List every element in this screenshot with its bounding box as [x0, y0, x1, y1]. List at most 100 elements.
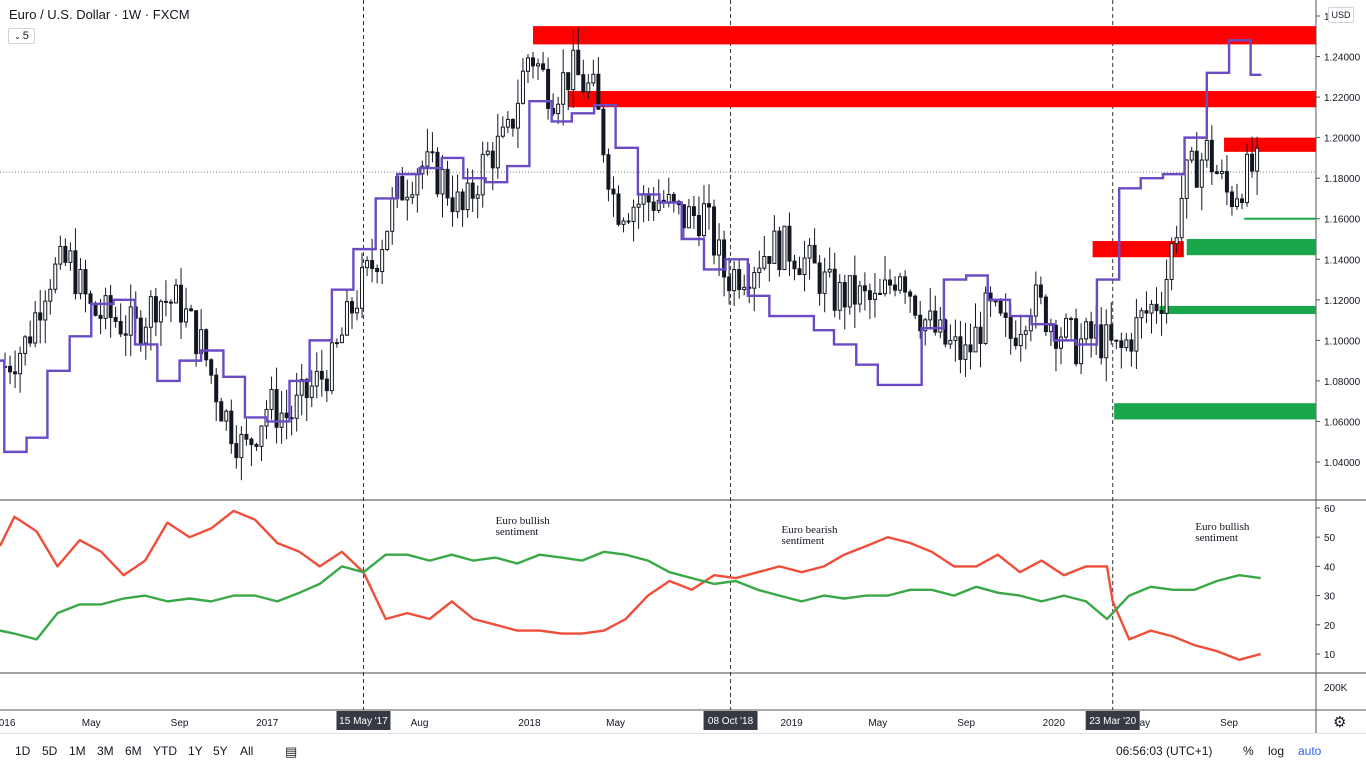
date-badge [703, 711, 758, 730]
candle-body [38, 312, 43, 321]
candle-body [500, 126, 505, 137]
timeframe-3m[interactable]: 3M [97, 744, 114, 758]
candle-body [239, 433, 244, 459]
candle-body [234, 443, 239, 459]
time-axis-label: 2017 [256, 718, 279, 729]
candle-body [390, 197, 395, 232]
candle-body [143, 326, 148, 344]
candle-body [651, 201, 656, 211]
timeframe-5y[interactable]: 5Y [213, 744, 228, 758]
bottom-toolbar: 1D 5D 1M 3M 6M YTD 1Y 5Y All ▤ 06:56:03 … [0, 733, 1366, 768]
price-tick-label: 1.20000 [1324, 134, 1361, 145]
candle-body [1069, 318, 1074, 321]
time-axis-label: May [82, 718, 101, 729]
candle-body [1033, 284, 1038, 317]
support-zone [1244, 217, 1316, 220]
clock-readout[interactable]: 06:56:03 (UTC+1) [1116, 744, 1213, 758]
candle-body [184, 308, 189, 323]
candle-body [480, 153, 485, 196]
candle-body [48, 288, 53, 302]
candle-body [797, 268, 802, 275]
candle-body [510, 118, 515, 129]
candle-body [626, 220, 631, 223]
candle-body [490, 150, 495, 169]
candle-body [158, 300, 163, 323]
candle-body [485, 150, 490, 155]
support-zone [1186, 239, 1316, 256]
candle-body [475, 194, 480, 199]
purple-line-layer [0, 39, 1262, 454]
candle-body [963, 344, 968, 360]
candle-body [908, 291, 913, 297]
candle-body [334, 342, 339, 345]
candle-body [324, 378, 329, 392]
gear-icon[interactable]: ⚙ [1333, 714, 1347, 731]
bearish-sentiment-line [0, 509, 1262, 661]
candle-body [1184, 159, 1189, 199]
candle-body [43, 300, 48, 321]
currency-badge[interactable]: USD [1328, 7, 1354, 23]
time-axis-label: Aug [411, 718, 429, 729]
timeframe-all[interactable]: All [240, 744, 254, 758]
resistance-zone [533, 26, 1316, 45]
candle-body [1214, 171, 1219, 174]
percent-toggle[interactable]: % [1243, 744, 1254, 758]
candle-body [872, 292, 877, 300]
candle-body [1013, 337, 1018, 347]
zones-layer [533, 26, 1316, 420]
timeframe-ytd[interactable]: YTD [153, 744, 177, 758]
auto-toggle[interactable]: auto [1298, 744, 1322, 758]
timeframe-1y[interactable]: 1Y [188, 744, 203, 758]
candle-body [742, 286, 747, 291]
timeframe-6m[interactable]: 6M [125, 744, 142, 758]
log-toggle[interactable]: log [1268, 744, 1285, 758]
candle-body [259, 425, 264, 447]
candle-body [520, 70, 525, 104]
candle-body [701, 203, 706, 237]
date-badge-label: 23 Mar '20 [1089, 716, 1136, 727]
candle-body [1139, 310, 1144, 319]
candle-body [1164, 278, 1169, 314]
candle-body [561, 72, 566, 105]
candle-body [138, 317, 143, 344]
candle-body [360, 267, 365, 309]
sentiment-tick-label: 40 [1324, 562, 1336, 573]
candle-body [299, 379, 304, 396]
candle-body [1038, 284, 1043, 298]
candle-body [93, 302, 98, 316]
candle-body [470, 182, 475, 199]
candle-body [400, 176, 405, 201]
candle-body [998, 300, 1003, 314]
candle-body [1043, 296, 1048, 333]
symbol-title[interactable]: Euro / U.S. Dollar · 1W · FXCM [9, 7, 190, 22]
candle-body [1129, 339, 1134, 352]
candle-body [792, 260, 797, 270]
price-tick-label: 1.16000 [1324, 215, 1361, 226]
indicator-toggle-button[interactable]: ⌄ 5 [8, 28, 35, 44]
candle-body [370, 260, 375, 269]
price-step-line [0, 39, 1262, 454]
axes-layer: 1.04000 1.06000 1.08000 1.10000 1.12000 1.140… [0, 12, 1361, 729]
candle-body [857, 285, 862, 305]
candle-body [903, 276, 908, 293]
candle-body [842, 282, 847, 308]
candle-body [938, 319, 943, 333]
candle-body [53, 263, 58, 290]
timeframe-1d[interactable]: 1D [15, 744, 31, 758]
timeframe-5d[interactable]: 5D [42, 744, 58, 758]
candle-body [772, 230, 777, 264]
timeframe-1m[interactable]: 1M [69, 744, 86, 758]
candle-body [918, 314, 923, 332]
candle-body [621, 220, 626, 225]
candle-body [440, 168, 445, 195]
candle-body [153, 296, 158, 323]
candle-body [973, 326, 978, 353]
calendar-range-icon[interactable]: ▤ [285, 744, 298, 759]
candle-body [23, 336, 28, 354]
sentiment-tick-label: 20 [1324, 621, 1336, 632]
candle-body [1058, 336, 1063, 349]
candle-body [983, 292, 988, 345]
candle-body [888, 279, 893, 286]
candle-body [349, 301, 354, 314]
candle-body [294, 394, 299, 419]
